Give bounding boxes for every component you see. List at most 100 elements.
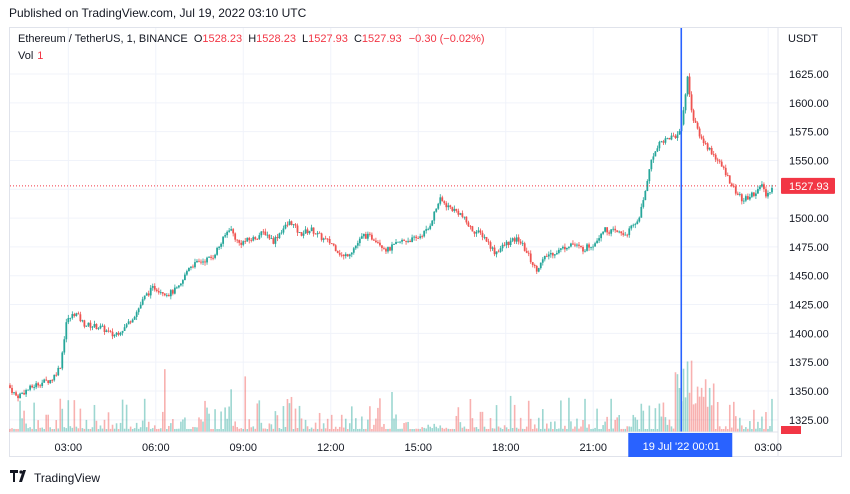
volume-bar	[544, 428, 546, 432]
volume-bar	[415, 428, 417, 432]
candle-body	[606, 227, 609, 233]
candle-body	[469, 226, 472, 228]
candle-body	[29, 385, 32, 390]
candle-body	[39, 385, 42, 387]
candle-body	[771, 187, 773, 193]
candle-body	[202, 261, 204, 263]
candle-body	[642, 200, 645, 207]
candle-body	[521, 243, 524, 245]
volume-bar	[355, 418, 357, 432]
candle-body	[190, 266, 192, 268]
volume-bar	[196, 427, 198, 432]
candle-body	[435, 208, 438, 212]
volume-bar	[588, 424, 590, 432]
candle-body	[429, 225, 432, 229]
volume-bar	[268, 423, 271, 432]
volume-bar	[658, 403, 661, 432]
candle-body	[594, 243, 596, 247]
volume-bar	[379, 398, 381, 432]
volume-bar	[381, 426, 383, 432]
candle-body	[489, 242, 492, 249]
volume-bar	[626, 426, 629, 432]
volume-bar	[248, 419, 251, 432]
candle-body	[238, 240, 241, 243]
candle-body	[278, 233, 281, 239]
candle-body	[590, 247, 592, 248]
volume-bar	[696, 386, 699, 432]
candle-body	[322, 238, 325, 240]
candle-body	[27, 389, 29, 391]
tradingview-logo-icon	[10, 470, 30, 485]
volume-bar	[59, 398, 62, 432]
volume-bars	[9, 360, 773, 432]
candle-body	[272, 238, 275, 244]
volume-bar	[735, 416, 737, 432]
footer[interactable]: TradingView	[10, 470, 100, 485]
candle-body	[97, 328, 100, 330]
volume-bar	[564, 425, 566, 432]
volume-bar	[503, 425, 506, 432]
volume-bar	[397, 428, 399, 432]
candle-body	[33, 387, 36, 389]
volume-bar	[515, 427, 518, 432]
candle-body	[105, 330, 108, 332]
candle-body	[740, 194, 743, 202]
volume-bar	[206, 407, 208, 432]
volume-bar	[730, 427, 733, 432]
volume-bar	[465, 428, 468, 432]
candle-body	[495, 251, 498, 255]
volume-bar	[95, 420, 98, 432]
volume-bar	[431, 428, 434, 432]
volume-bar	[153, 425, 156, 432]
volume-bar	[632, 414, 635, 432]
volume-bar	[511, 427, 514, 432]
volume-bar	[535, 428, 538, 432]
volume-bar	[759, 428, 761, 432]
candle-body	[51, 379, 54, 381]
candle-body	[268, 234, 271, 239]
volume-bar	[182, 419, 184, 432]
volume-bar	[620, 428, 622, 432]
volume-bar	[541, 409, 544, 432]
volume-bar	[250, 427, 253, 432]
candle-body	[535, 266, 538, 272]
candle-body	[348, 254, 351, 257]
volume-bar	[157, 428, 160, 432]
candle-body	[91, 326, 94, 328]
volume-bar	[755, 428, 757, 432]
volume-bar	[145, 427, 148, 432]
candle-body	[598, 238, 600, 241]
time-tick-label: 18:00	[492, 442, 520, 454]
candle-body	[212, 257, 214, 259]
candle-body	[425, 229, 428, 231]
candle-body	[630, 225, 633, 229]
candle-body	[222, 236, 225, 244]
volume-bar	[210, 428, 212, 432]
volume-bar	[292, 428, 295, 432]
volume-bar	[290, 396, 293, 432]
candle-body	[214, 254, 216, 258]
candle-body	[724, 167, 727, 176]
candle-body	[107, 330, 110, 332]
volume-bar	[133, 428, 136, 432]
candle-body	[704, 143, 707, 144]
volume-bar	[242, 428, 245, 432]
volume-bar	[65, 428, 68, 432]
candle-body	[537, 268, 540, 272]
volume-bar	[527, 400, 530, 432]
volume-bar	[322, 423, 325, 432]
high-value: 1528.23	[256, 33, 296, 45]
volume-bar	[55, 420, 58, 432]
volume-bar	[499, 427, 502, 432]
currency-label: USDT	[788, 33, 818, 45]
candle-body	[728, 175, 731, 184]
volume-bar	[457, 407, 460, 432]
volume-bar	[481, 411, 484, 432]
volume-bar	[272, 428, 275, 432]
volume-bar	[240, 428, 243, 432]
volume-bar	[614, 419, 616, 432]
volume-bar	[676, 374, 679, 432]
volume-bar	[216, 428, 218, 432]
volume-bar	[674, 372, 677, 432]
